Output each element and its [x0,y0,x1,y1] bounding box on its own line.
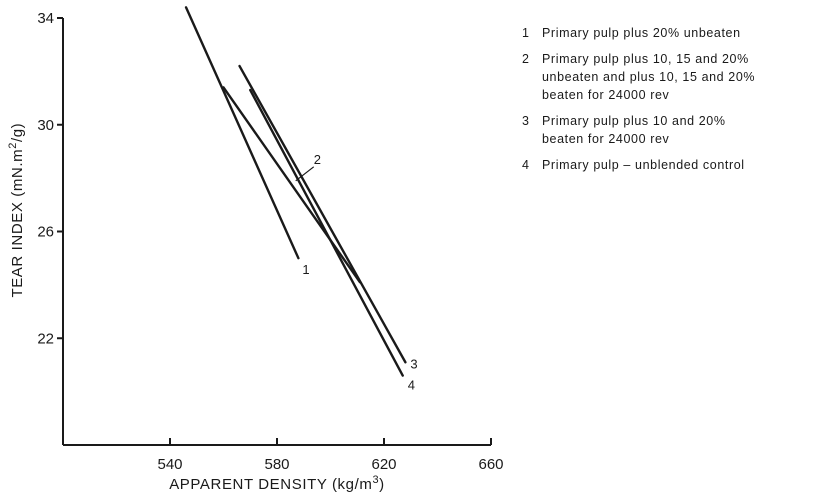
legend-text-line: beaten for 24000 rev [542,88,670,102]
x-axis-title: APPARENT DENSITY (kg/m3) [169,474,385,493]
legend-item-1: 1 Primary pulp plus 20% unbeaten [522,24,828,42]
legend-item-4: 4 Primary pulp – unblended control [522,156,828,174]
x-tick-label: 580 [264,456,289,473]
series-line-3 [238,64,407,364]
series-label-2: 2 [314,152,321,167]
legend-key: 2 [522,52,530,66]
legend-text-line: Primary pulp plus 20% unbeaten [542,26,741,40]
y-tick-label: 26 [37,224,54,241]
series-line-1 [184,6,300,260]
series-label-1: 1 [302,262,309,277]
y-axis-title: TEAR INDEX (mN.m2/g) [7,123,26,298]
chart-legend: 1 Primary pulp plus 20% unbeaten 2 Primary … [522,24,828,182]
x-tick-label: 620 [371,456,396,473]
legend-key: 1 [522,26,530,40]
series-line-4 [249,88,404,377]
legend-text-line: unbeaten and plus 10, 15 and 20% [542,70,756,84]
legend-text-line: beaten for 24000 rev [542,132,670,146]
legend-text: Primary pulp plus 20% unbeaten [542,24,828,42]
y-tick-label: 34 [37,10,54,27]
legend-text: Primary pulp – unblended control [542,156,828,174]
x-tick-label: 540 [157,456,182,473]
y-tick-label: 30 [37,117,54,134]
legend-item-3: 3 Primary pulp plus 10 and 20% beaten for … [522,112,828,148]
legend-text: Primary pulp plus 10, 15 and 20% unbeaten… [542,50,828,104]
legend-item-2: 2 Primary pulp plus 10, 15 and 20% unbeate… [522,50,828,104]
legend-text-line: Primary pulp plus 10 and 20% [542,114,726,128]
x-tick-label: 660 [478,456,503,473]
series-label-3: 3 [410,356,417,371]
legend-text-line: Primary pulp plus 10, 15 and 20% [542,52,749,66]
legend-key: 3 [522,114,530,128]
legend-text-line: Primary pulp – unblended control [542,158,745,172]
series-line-2 [222,86,362,284]
legend-key: 4 [522,158,530,172]
y-tick-label: 22 [37,330,54,347]
series-label-4: 4 [408,378,415,393]
legend-text: Primary pulp plus 10 and 20% beaten for 2… [542,112,828,148]
